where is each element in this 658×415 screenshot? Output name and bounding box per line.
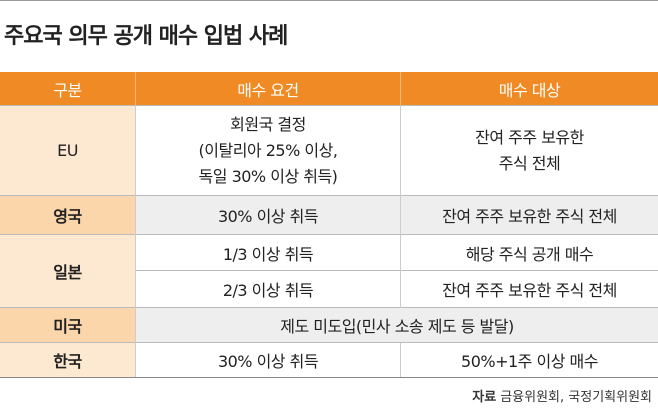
- row: 2/3 이상 취득 잔여 주주 보유한 주식 전체: [0, 270, 658, 308]
- title: 주요국 의무 공개 매수 입법 사례: [4, 24, 288, 49]
- row-label: 영국: [0, 195, 136, 235]
- source: 자료 금융위원회, 국정기획위원회: [472, 386, 652, 405]
- row: 영국 30% 이상 취득 잔여 주주 보유한 주식 전체: [0, 195, 658, 235]
- cell: 해당 주식 공개 매수: [400, 234, 658, 271]
- cell: 50%+1주 이상 매수: [400, 342, 658, 378]
- header-cell: 매수 대상: [400, 72, 658, 106]
- cell: 잔여 주주 보유한 주식 전체: [400, 195, 658, 235]
- header-cell: 매수 요건: [135, 72, 401, 106]
- source-text: 금융위원회, 국정기획위원회: [500, 390, 652, 405]
- cell: 회원국 결정 (이탈리아 25% 이상, 독일 30% 이상 취득): [135, 105, 401, 196]
- cell: 제도 미도입(민사 소송 제도 등 발달): [135, 307, 658, 343]
- cell-line: 독일 30% 이상 취득): [198, 166, 338, 186]
- cell-line: 잔여 주주 보유한: [475, 127, 584, 147]
- cell: 1/3 이상 취득: [135, 234, 401, 271]
- cell: 30% 이상 취득: [135, 195, 401, 235]
- row-label: EU: [0, 105, 136, 196]
- cell: 2/3 이상 취득: [135, 270, 401, 308]
- cell-line: 회원국 결정: [230, 114, 306, 134]
- cell-line: 주식 전체: [498, 153, 561, 173]
- source-label: 자료: [472, 390, 497, 405]
- row-label: 한국: [0, 342, 136, 378]
- row-label: 미국: [0, 307, 136, 343]
- header-cell: 구분: [0, 72, 136, 106]
- cell: 잔여 주주 보유한 주식 전체: [400, 270, 658, 308]
- table: 구분 매수 요건 매수 대상 EU 회원국 결정 (이탈리아 25% 이상, 독…: [0, 72, 658, 378]
- row: EU 회원국 결정 (이탈리아 25% 이상, 독일 30% 이상 취득) 잔여…: [0, 105, 658, 196]
- row: 일본 1/3 이상 취득 해당 주식 공개 매수: [0, 234, 658, 308]
- cell-line: (이탈리아 25% 이상,: [198, 140, 338, 160]
- top-rule: [0, 0, 658, 1]
- row: 미국 제도 미도입(민사 소송 제도 등 발달): [0, 307, 658, 343]
- header-row: 구분 매수 요건 매수 대상: [0, 72, 658, 106]
- cell: 잔여 주주 보유한 주식 전체: [400, 105, 658, 196]
- row-label: 일본: [0, 234, 136, 308]
- cell: 30% 이상 취득: [135, 342, 401, 378]
- row: 한국 30% 이상 취득 50%+1주 이상 매수: [0, 342, 658, 378]
